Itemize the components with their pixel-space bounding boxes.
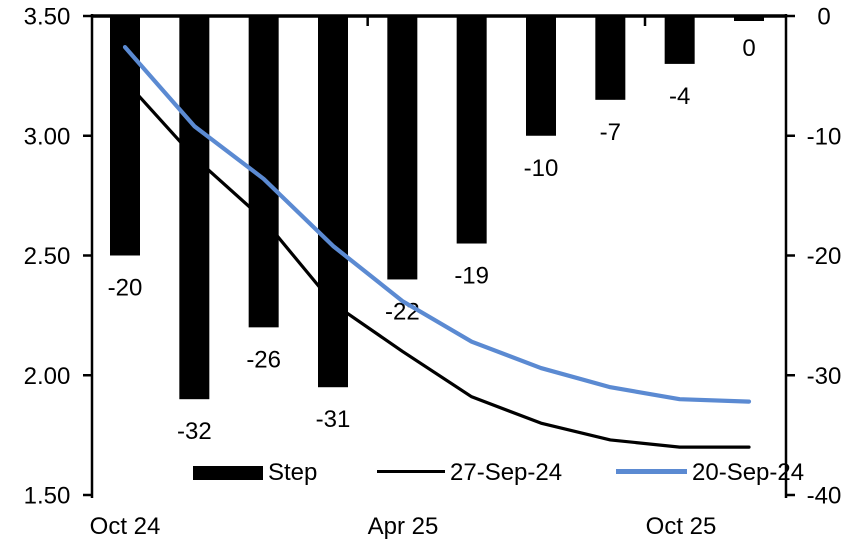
bar-step-1 <box>110 16 140 256</box>
left-axis-tick-label: 3.00 <box>24 123 71 150</box>
legend-line-swatch-27sep <box>377 470 445 473</box>
bar-data-label: -7 <box>600 119 621 146</box>
line-series-20-sep-24 <box>122 45 752 404</box>
bar-data-label: -4 <box>669 83 690 110</box>
right-axis-tick-label: -40 <box>807 483 842 510</box>
x-axis-label-oct24: Oct 24 <box>89 513 161 540</box>
bar-step-8 <box>595 16 626 100</box>
bar-data-label: -31 <box>316 406 351 433</box>
left-axis-tick-label: 3.50 <box>24 4 71 31</box>
legend-label-step: Step <box>268 459 318 486</box>
x-axis-label-apr25: Apr 25 <box>367 513 439 540</box>
x-axis-label-oct25: Oct 25 <box>645 513 717 540</box>
right-axis-tick-label: -20 <box>807 243 842 270</box>
line-series-27-sep-24 <box>123 79 751 449</box>
bar-data-label: -32 <box>177 418 212 445</box>
legend-line-swatch-20sep <box>616 469 687 474</box>
right-axis-tick-label: -30 <box>807 363 842 390</box>
left-axis-tick-label: 2.00 <box>24 363 71 390</box>
bar-step-5 <box>387 16 418 280</box>
bar-step-9 <box>664 16 695 64</box>
legend-label-20sep: 20-Sep-24 <box>692 459 805 486</box>
bar-step-7 <box>526 16 556 136</box>
left-axis-tick-label: 1.50 <box>24 483 71 510</box>
left-axis-tick-label: 2.50 <box>24 243 71 270</box>
legend-label-27sep: 27-Sep-24 <box>450 459 563 486</box>
bar-step-4 <box>318 16 348 388</box>
bar-data-label: -20 <box>108 275 143 302</box>
bar-data-label: 0 <box>742 35 755 62</box>
bar-step-6 <box>456 16 487 244</box>
bar-data-label: -26 <box>246 346 281 373</box>
bar-data-label: -10 <box>524 155 559 182</box>
legend-bar-swatch-step <box>193 466 263 480</box>
right-axis-tick-label: -10 <box>807 123 842 150</box>
bar-step-2 <box>179 16 210 400</box>
bar-step-10 <box>734 16 764 21</box>
right-axis-tick-label: 0 <box>817 4 830 31</box>
bar-data-label: -19 <box>454 263 489 290</box>
